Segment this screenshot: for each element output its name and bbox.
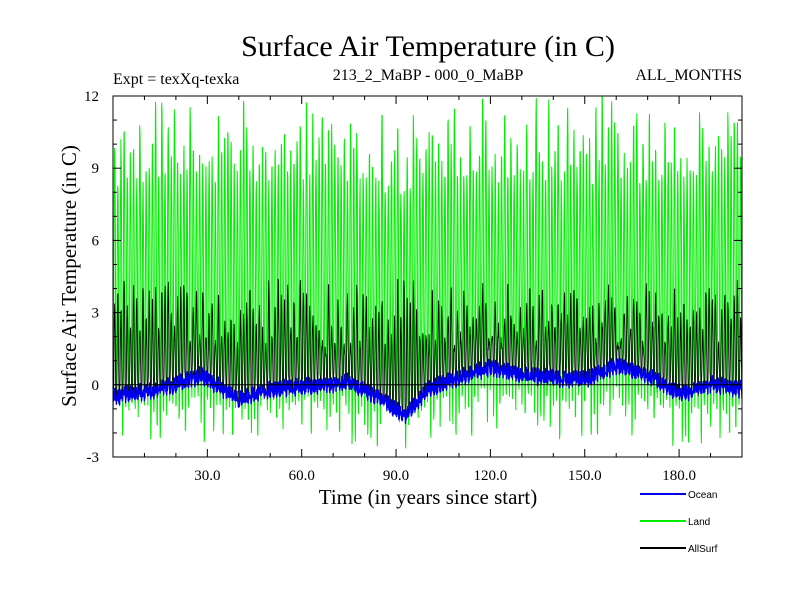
legend-label-allsurf: AllSurf xyxy=(688,544,718,555)
y-tick-label: 9 xyxy=(92,161,100,177)
experiment-label: Expt = texXq-texka xyxy=(113,71,239,88)
chart-title: Surface Air Temperature (in C) xyxy=(241,30,615,63)
series-line-ocean xyxy=(113,358,742,424)
x-tick-label: 60.0 xyxy=(289,468,315,484)
x-tick-label: 180.0 xyxy=(662,468,696,484)
months-label: ALL_MONTHS xyxy=(635,67,742,84)
y-tick-label: 3 xyxy=(92,306,100,322)
y-tick-label: -3 xyxy=(87,450,100,466)
y-axis-label: Surface Air Temperature (in C) xyxy=(57,145,81,407)
legend-label-ocean: Ocean xyxy=(688,490,717,501)
series-layer xyxy=(113,96,742,449)
x-tick-label: 90.0 xyxy=(383,468,409,484)
y-tick-label: 6 xyxy=(92,233,100,249)
x-axis-label: Time (in years since start) xyxy=(319,485,538,509)
legend: Ocean Land AllSurf xyxy=(640,490,718,555)
legend-label-land: Land xyxy=(688,517,710,528)
x-tick-label: 120.0 xyxy=(474,468,508,484)
axes-layer: 30.0 60.0 90.0 120.0 150.0 180.0 -3 0 3 6 9 12 xyxy=(84,89,743,484)
x-tick-label: 150.0 xyxy=(568,468,602,484)
x-tick-label: 30.0 xyxy=(194,468,220,484)
period-label: 213_2_MaBP - 000_0_MaBP xyxy=(333,67,524,84)
y-tick-label: 12 xyxy=(84,89,99,105)
series-line-land xyxy=(113,96,742,449)
y-tick-label: 0 xyxy=(92,378,100,394)
